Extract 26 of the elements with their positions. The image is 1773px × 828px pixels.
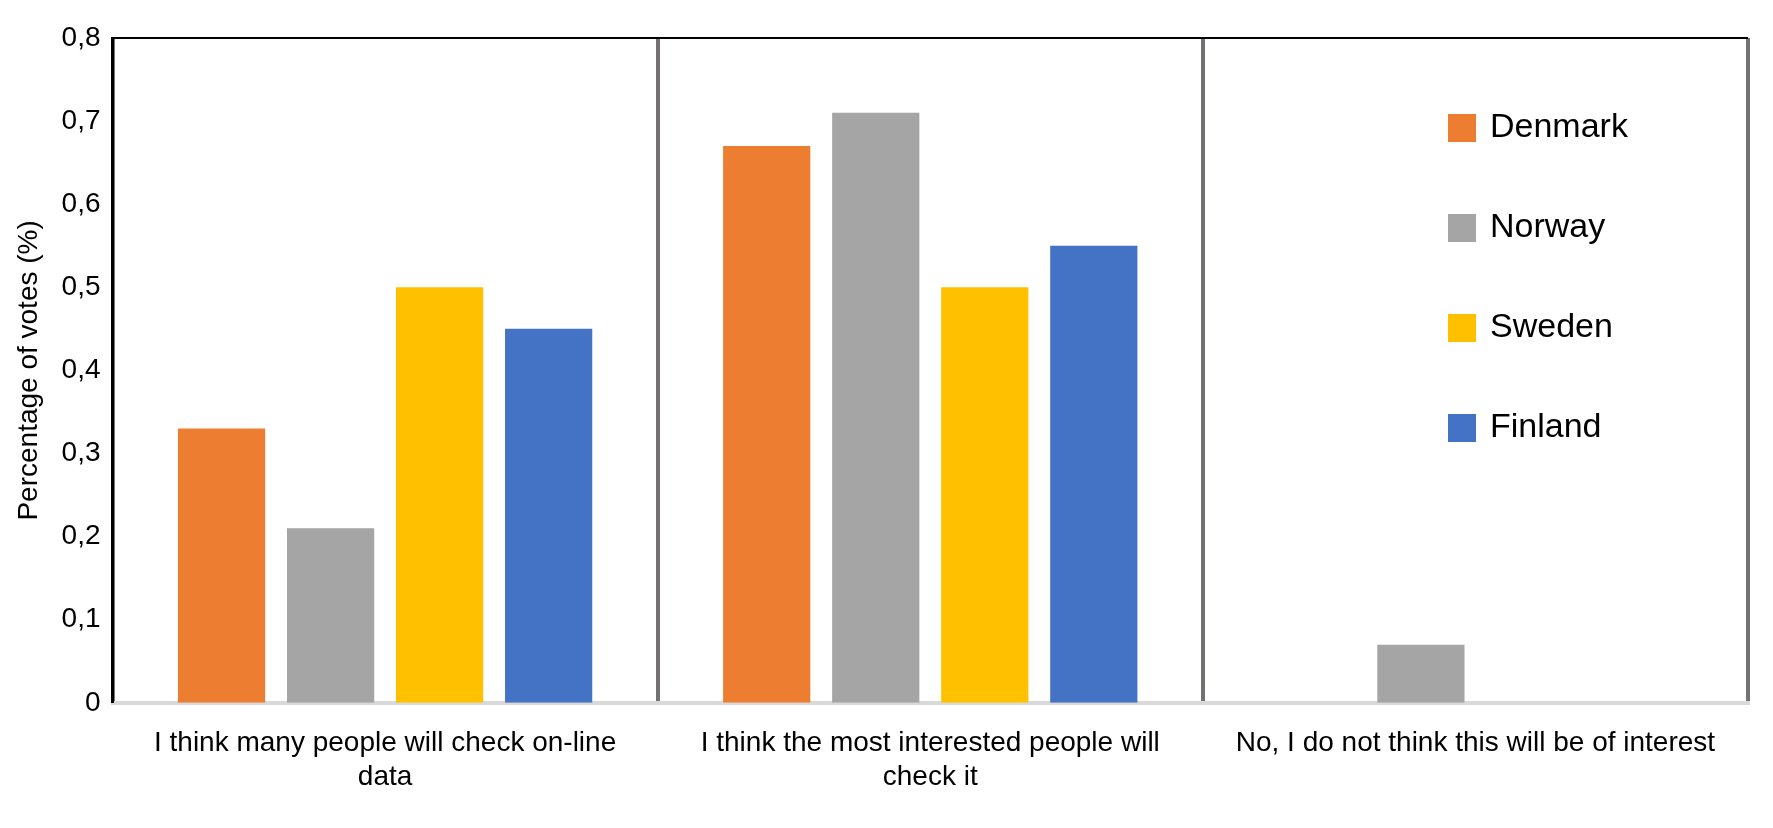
y-tick-label: 0: [84, 685, 101, 717]
y-tick-label: 0,4: [61, 353, 101, 385]
y-tick-label: 0,5: [61, 270, 101, 302]
legend-label: Sweden: [1490, 306, 1613, 345]
y-tick-label: 0,8: [61, 20, 101, 52]
y-tick-label: 0,2: [61, 519, 101, 551]
y-tick-label: 0,3: [61, 436, 101, 468]
bar: [723, 146, 811, 703]
x-tick-label: I think many people will check on-line data: [153, 726, 617, 791]
bar: [286, 528, 375, 703]
y-axis-title: Percentage of votes (%): [11, 220, 43, 521]
x-tick-label: I think the most interested people will check it: [700, 726, 1160, 791]
bar: [941, 287, 1029, 703]
bar: [396, 287, 484, 703]
legend-label: Finland: [1490, 406, 1602, 445]
bar: [1050, 245, 1138, 703]
legend-label: Denmark: [1490, 106, 1629, 145]
bar: [505, 328, 593, 703]
x-tick-label: No, I do not think this will be of interest: [1235, 726, 1716, 758]
y-tick-label: 0,6: [61, 186, 101, 218]
bar: [1377, 644, 1465, 703]
y-tick-label: 0,1: [61, 602, 101, 634]
y-tick-label: 0,7: [61, 103, 101, 135]
bar: [832, 112, 920, 703]
bar: [177, 428, 266, 703]
legend-label: Norway: [1490, 206, 1606, 245]
